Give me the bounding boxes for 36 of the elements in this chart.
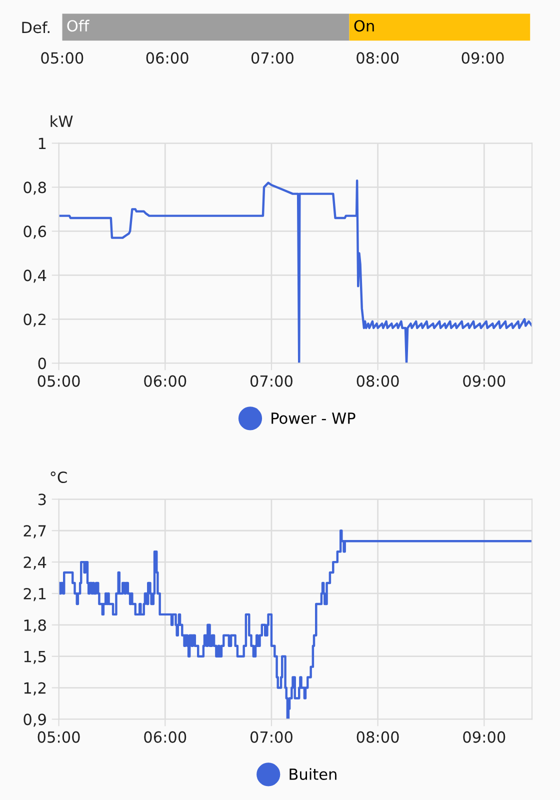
x-tick-label: 05:00 [41, 52, 84, 64]
y-tick-label: 1,8 [24, 619, 46, 632]
x-tick-label: 08:00 [356, 731, 399, 743]
y-tick-label: 0,2 [24, 314, 46, 327]
x-tick-label: 09:00 [462, 52, 504, 64]
x-tick-label: 08:00 [356, 52, 399, 64]
y-tick-label: 0,9 [24, 714, 46, 727]
y-tick-label: Def. [22, 21, 50, 34]
y-tick-label: 1,2 [24, 682, 46, 696]
x-tick-label: 05:00 [38, 731, 80, 743]
y-axis-title: kW [50, 115, 73, 127]
x-tick-label: 09:00 [463, 731, 506, 743]
y-tick-label: 0,4 [24, 270, 46, 283]
y-tick-label: 0,6 [24, 226, 46, 239]
y-tick-label: 3 [38, 494, 46, 506]
x-tick-label: 06:00 [144, 731, 186, 743]
x-tick-label: 07:00 [250, 375, 292, 387]
y-tick-label: 1,5 [24, 651, 46, 664]
series-label: Off [67, 20, 90, 32]
y-axis-title: °C [50, 471, 67, 484]
y-tick-label: 0,8 [24, 182, 46, 195]
y-tick-label: 2,7 [24, 525, 46, 538]
x-tick-label: 06:00 [146, 52, 188, 64]
x-tick-label: 07:00 [250, 731, 292, 743]
y-tick-label: 0 [38, 358, 46, 370]
x-tick-label: 06:00 [144, 375, 186, 387]
x-tick-label: 08:00 [356, 375, 399, 387]
x-tick-label: 07:00 [251, 52, 294, 64]
legend-label: Power - WP [272, 412, 356, 424]
y-tick-label: 2,4 [24, 556, 46, 570]
x-tick-label: 09:00 [463, 375, 506, 387]
y-tick-label: 2,1 [24, 588, 46, 602]
x-tick-label: 05:00 [38, 375, 80, 387]
series-label: On [354, 20, 374, 32]
legend-label: Buiten [290, 768, 336, 780]
y-tick-label: 1 [38, 138, 46, 150]
